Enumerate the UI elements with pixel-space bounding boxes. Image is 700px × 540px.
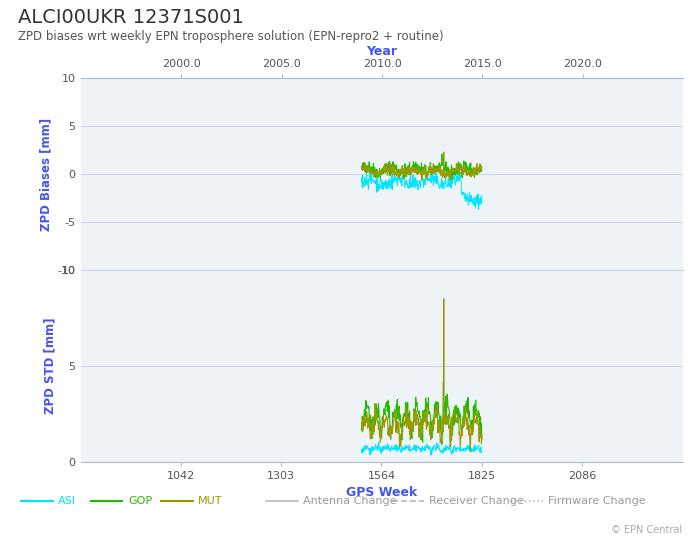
Text: Antenna Change: Antenna Change — [303, 496, 397, 506]
Text: MUT: MUT — [198, 496, 223, 506]
Text: GOP: GOP — [128, 496, 152, 506]
Text: © EPN Central: © EPN Central — [611, 524, 682, 535]
Text: ALCI00UKR 12371S001: ALCI00UKR 12371S001 — [18, 8, 244, 27]
X-axis label: GPS Week: GPS Week — [346, 487, 417, 500]
Y-axis label: ZPD STD [mm]: ZPD STD [mm] — [43, 318, 56, 414]
Text: ZPD biases wrt weekly EPN troposphere solution (EPN-repro2 + routine): ZPD biases wrt weekly EPN troposphere so… — [18, 30, 443, 43]
Text: ASI: ASI — [58, 496, 76, 506]
Y-axis label: ZPD Biases [mm]: ZPD Biases [mm] — [39, 118, 52, 231]
Text: Receiver Change: Receiver Change — [429, 496, 524, 506]
X-axis label: Year: Year — [366, 45, 397, 58]
Text: Firmware Change: Firmware Change — [548, 496, 645, 506]
